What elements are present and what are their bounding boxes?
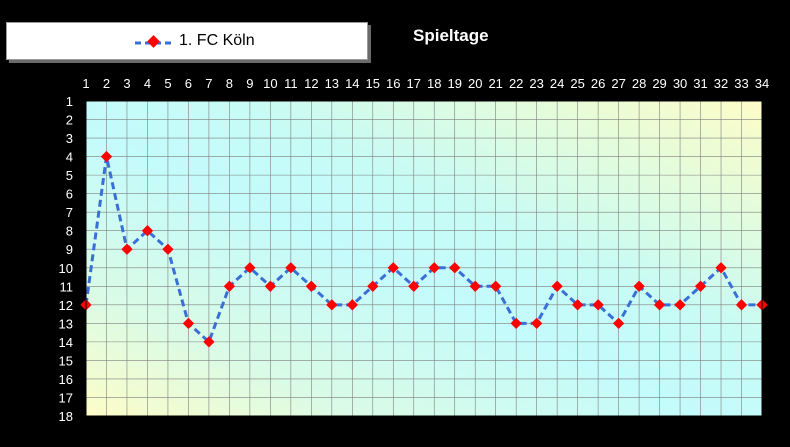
chart-title: Spieltage: [413, 26, 489, 45]
data-point-32: [715, 262, 727, 274]
data-point-23: [531, 317, 543, 330]
x-tick-label-32: 32: [714, 76, 728, 91]
data-point-28: [633, 280, 645, 292]
x-tick-label-10: 10: [263, 76, 277, 91]
y-tick-label-16: 16: [59, 372, 73, 387]
x-tick-label-19: 19: [447, 76, 461, 91]
x-tick-label-1: 1: [82, 76, 89, 91]
x-tick-label-30: 30: [673, 76, 687, 91]
data-point-24: [551, 280, 563, 292]
data-point-12: [305, 280, 317, 292]
data-point-29: [653, 299, 666, 311]
x-tick-label-3: 3: [123, 76, 130, 91]
legend: 1. FC Köln: [6, 22, 368, 60]
x-tick-label-29: 29: [652, 76, 666, 91]
data-point-21: [490, 280, 502, 292]
x-tick-label-17: 17: [407, 76, 421, 91]
data-point-27: [612, 317, 625, 330]
data-point-14: [346, 299, 358, 311]
data-point-6: [182, 317, 195, 330]
y-tick-label-17: 17: [59, 390, 73, 405]
data-point-16: [387, 262, 399, 274]
x-tick-label-26: 26: [591, 76, 605, 91]
x-tick-label-18: 18: [427, 76, 441, 91]
data-point-7: [203, 336, 215, 348]
x-tick-label-16: 16: [386, 76, 400, 91]
y-tick-label-10: 10: [59, 261, 73, 276]
y-tick-label-18: 18: [59, 409, 73, 424]
plot-frame: [85, 100, 763, 417]
data-point-25: [571, 299, 584, 311]
x-tick-labels: 1 2 3 4 5 6 7 8 9 10 11 12 13 14 15 16 17 18 19 20 21 22 23 24 2…: [82, 76, 769, 91]
x-tick-label-13: 13: [325, 76, 339, 91]
x-tick-label-23: 23: [529, 76, 543, 91]
x-tick-label-15: 15: [366, 76, 380, 91]
data-point-19: [449, 262, 461, 274]
y-tick-label-9: 9: [66, 242, 73, 257]
plot-area: [86, 101, 762, 416]
x-tick-label-8: 8: [226, 76, 233, 91]
x-tick-label-4: 4: [144, 76, 151, 91]
y-tick-label-7: 7: [66, 205, 73, 220]
y-tick-label-2: 2: [66, 113, 73, 128]
y-tick-label-3: 3: [66, 131, 73, 146]
data-point-13: [326, 299, 338, 311]
y-tick-label-15: 15: [59, 353, 73, 368]
data-point-5: [162, 243, 174, 255]
x-tick-label-33: 33: [734, 76, 748, 91]
data-point-10: [264, 280, 277, 292]
data-point-9: [244, 262, 256, 274]
x-tick-label-24: 24: [550, 76, 564, 91]
data-point-22: [510, 317, 522, 330]
x-tick-label-28: 28: [632, 76, 646, 91]
y-tick-label-13: 13: [59, 316, 73, 331]
data-point-18: [428, 262, 440, 274]
x-tick-label-11: 11: [284, 76, 298, 91]
x-tick-label-31: 31: [693, 76, 707, 91]
legend-series-label: 1. FC Köln: [179, 32, 255, 49]
data-point-30: [674, 299, 686, 311]
x-tick-label-25: 25: [570, 76, 584, 91]
y-tick-label-6: 6: [66, 187, 73, 202]
x-tick-label-9: 9: [246, 76, 253, 91]
x-tick-label-6: 6: [185, 76, 192, 91]
x-tick-label-22: 22: [509, 76, 523, 91]
x-tick-label-12: 12: [304, 76, 318, 91]
legend-swatch: [135, 35, 175, 48]
data-point-4: [141, 225, 154, 237]
data-point-26: [592, 299, 604, 311]
y-tick-label-12: 12: [59, 298, 73, 313]
x-tick-label-2: 2: [103, 76, 110, 91]
x-tick-label-7: 7: [205, 76, 212, 91]
x-tick-label-34: 34: [755, 76, 769, 91]
y-tick-label-5: 5: [66, 168, 73, 183]
x-tick-label-5: 5: [164, 76, 171, 91]
y-tick-label-1: 1: [66, 94, 73, 109]
y-tick-label-14: 14: [59, 335, 73, 350]
x-tick-label-21: 21: [488, 76, 502, 91]
data-point-8: [223, 280, 236, 292]
data-point-11: [285, 262, 297, 274]
data-point-33: [735, 299, 748, 311]
data-point-20: [469, 280, 481, 292]
y-tick-label-8: 8: [66, 224, 73, 239]
series-1: [80, 150, 768, 348]
data-point-17: [408, 280, 420, 292]
data-point-15: [367, 280, 379, 292]
x-tick-label-14: 14: [345, 76, 359, 91]
series-line: [84, 155, 762, 344]
legend-marker-icon: [147, 35, 160, 48]
y-tick-label-11: 11: [60, 279, 74, 294]
y-tick-label-4: 4: [66, 150, 73, 165]
x-tick-label-20: 20: [468, 76, 482, 91]
data-point-31: [694, 280, 707, 292]
x-tick-label-27: 27: [611, 76, 625, 91]
